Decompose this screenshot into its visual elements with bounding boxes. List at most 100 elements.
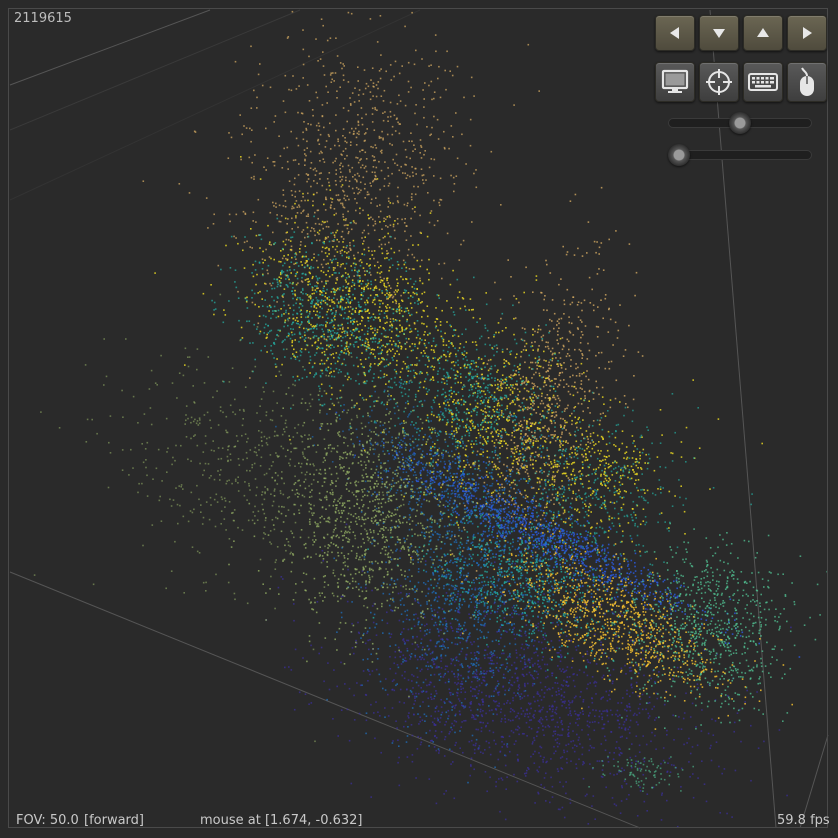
point	[514, 415, 516, 417]
point	[449, 324, 451, 327]
point	[320, 299, 323, 302]
point	[286, 146, 289, 149]
point	[556, 438, 559, 440]
point	[553, 476, 556, 478]
point	[490, 432, 492, 435]
point	[294, 195, 296, 198]
point	[327, 270, 329, 272]
point	[543, 381, 546, 384]
point	[487, 384, 489, 387]
point	[330, 309, 333, 311]
point	[248, 320, 251, 322]
point	[449, 70, 451, 72]
point	[442, 412, 444, 414]
point	[325, 188, 328, 191]
point	[378, 135, 381, 138]
point	[460, 404, 463, 406]
point	[543, 463, 546, 465]
point	[402, 427, 405, 429]
point	[563, 313, 565, 315]
point	[463, 385, 466, 388]
point	[577, 602, 579, 605]
point	[512, 459, 515, 462]
point	[333, 375, 336, 378]
point	[249, 127, 251, 130]
point	[407, 365, 410, 367]
point	[597, 306, 599, 308]
point	[521, 443, 523, 446]
point	[408, 268, 411, 270]
point	[302, 138, 305, 141]
point	[600, 483, 602, 485]
point	[559, 487, 562, 490]
point	[433, 414, 435, 417]
point	[604, 507, 607, 510]
point	[370, 274, 372, 276]
point	[295, 253, 298, 256]
point	[692, 379, 694, 381]
point	[336, 229, 339, 232]
point	[529, 422, 532, 424]
point	[560, 496, 563, 499]
point	[550, 419, 552, 422]
point	[647, 501, 649, 504]
point	[422, 182, 425, 185]
point	[404, 148, 407, 151]
point	[432, 368, 435, 371]
point	[373, 257, 375, 260]
point	[416, 347, 419, 350]
point	[311, 287, 314, 289]
point	[596, 490, 598, 492]
point	[303, 121, 305, 123]
point	[308, 328, 310, 331]
point	[339, 180, 342, 183]
point	[409, 302, 412, 305]
point	[498, 389, 500, 392]
point	[266, 157, 269, 159]
point	[456, 520, 458, 523]
point	[296, 261, 298, 264]
point	[420, 157, 423, 159]
point	[554, 488, 557, 490]
point	[498, 456, 501, 459]
point	[336, 276, 339, 279]
point	[387, 336, 389, 338]
point	[518, 409, 521, 412]
point	[446, 380, 448, 382]
point	[557, 406, 559, 408]
point	[326, 297, 328, 299]
point	[605, 462, 607, 464]
point	[474, 399, 477, 402]
point	[306, 265, 309, 267]
point	[411, 171, 414, 174]
point	[350, 12, 353, 15]
point	[602, 438, 604, 440]
point	[390, 287, 392, 289]
point	[551, 320, 553, 322]
point	[306, 329, 309, 332]
point	[460, 470, 462, 473]
point	[533, 383, 535, 385]
point	[444, 400, 447, 402]
point	[425, 179, 427, 181]
point	[576, 509, 578, 512]
point	[306, 278, 308, 281]
point	[375, 287, 378, 289]
point	[393, 406, 396, 409]
point	[628, 324, 630, 327]
point	[589, 435, 592, 438]
point	[372, 95, 374, 97]
point	[373, 159, 375, 162]
point	[398, 441, 401, 444]
point	[354, 328, 357, 331]
point	[386, 257, 388, 259]
point	[570, 463, 573, 465]
point	[556, 460, 558, 462]
point	[584, 395, 586, 397]
point	[373, 298, 376, 301]
point	[323, 338, 326, 340]
point	[370, 280, 372, 283]
point	[524, 361, 526, 364]
point	[437, 294, 440, 297]
